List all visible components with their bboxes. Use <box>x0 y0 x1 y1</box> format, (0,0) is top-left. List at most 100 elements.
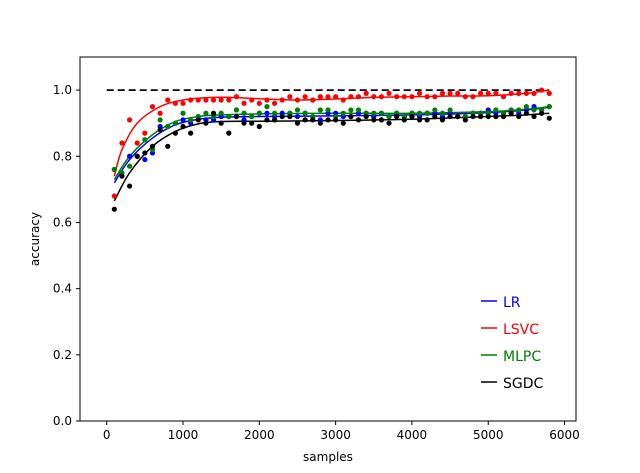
data-point-sgdc <box>210 110 217 116</box>
data-point-lsvc <box>310 97 316 103</box>
data-point-lsvc <box>333 94 339 100</box>
data-point-lsvc <box>523 90 530 96</box>
data-point-lr <box>180 117 186 123</box>
data-point-sgdc <box>134 153 140 159</box>
data-point-mlpc <box>172 120 178 126</box>
data-point-lsvc <box>340 97 346 103</box>
data-point-mlpc <box>523 104 530 110</box>
data-point-mlpc <box>142 137 148 143</box>
data-point-sgdc <box>294 120 301 126</box>
y-tick-label: 0.2 <box>53 348 72 362</box>
data-point-sgdc <box>333 117 339 123</box>
x-tick-label: 5000 <box>473 428 504 442</box>
data-point-lsvc <box>134 140 140 146</box>
data-point-lsvc <box>203 97 209 103</box>
data-point-sgdc <box>165 143 171 149</box>
data-point-sgdc <box>462 117 468 123</box>
data-point-mlpc <box>294 107 301 113</box>
data-point-sgdc <box>401 117 407 123</box>
data-point-sgdc <box>416 117 423 123</box>
data-point-sgdc <box>226 130 232 136</box>
data-point-lsvc <box>172 100 178 106</box>
data-point-lsvc <box>401 94 407 100</box>
y-axis-label: accuracy <box>28 212 42 266</box>
data-point-sgdc <box>378 117 385 123</box>
data-point-lsvc <box>188 97 194 103</box>
data-point-sgdc <box>363 113 369 120</box>
data-point-lsvc <box>149 104 156 110</box>
data-point-lsvc <box>546 90 552 96</box>
data-point-mlpc <box>531 107 537 113</box>
data-point-lsvc <box>416 90 423 96</box>
data-point-lsvc <box>157 110 163 116</box>
data-point-sgdc <box>264 117 270 123</box>
data-point-lsvc <box>249 97 255 103</box>
data-point-mlpc <box>127 163 133 169</box>
data-point-sgdc <box>470 113 476 120</box>
data-point-lsvc <box>226 97 232 103</box>
data-point-sgdc <box>180 123 186 130</box>
data-point-lsvc <box>386 90 392 96</box>
data-point-sgdc <box>424 117 430 123</box>
y-tick-label: 1.0 <box>53 83 72 97</box>
legend-label-lr: LR <box>503 295 521 311</box>
data-point-mlpc <box>378 110 385 116</box>
data-point-mlpc <box>546 104 552 110</box>
data-points <box>111 87 552 212</box>
data-point-sgdc <box>172 130 178 136</box>
data-point-lsvc <box>317 94 323 100</box>
data-point-mlpc <box>111 166 117 173</box>
data-point-lsvc <box>325 94 331 100</box>
data-point-mlpc <box>302 110 308 116</box>
data-point-lr <box>294 113 301 120</box>
data-point-lr <box>264 110 270 116</box>
data-point-lsvc <box>500 94 507 100</box>
data-point-lsvc <box>264 97 270 103</box>
data-point-mlpc <box>516 107 522 113</box>
data-point-lsvc <box>539 87 545 93</box>
data-point-lsvc <box>279 97 285 103</box>
data-point-mlpc <box>218 110 224 116</box>
legend: LR LSVC MLPC SGDC <box>481 295 544 392</box>
data-point-lsvc <box>485 90 491 96</box>
data-point-lsvc <box>447 90 453 96</box>
data-point-lsvc <box>516 90 522 96</box>
data-point-sgdc <box>188 130 194 136</box>
x-axis-label: samples <box>303 450 353 464</box>
fit-curve-lsvc <box>113 89 550 177</box>
data-point-lsvc <box>218 97 224 103</box>
data-point-sgdc <box>287 113 293 120</box>
data-point-lsvc <box>394 94 400 100</box>
data-point-mlpc <box>447 107 453 113</box>
data-point-lsvc <box>508 90 514 96</box>
data-point-sgdc <box>149 143 156 149</box>
y-tick-label: 0.4 <box>53 282 72 296</box>
data-point-mlpc <box>432 107 438 113</box>
data-point-sgdc <box>394 113 400 120</box>
data-point-sgdc <box>310 117 316 123</box>
data-point-mlpc <box>386 113 392 120</box>
data-point-sgdc <box>539 110 545 116</box>
y-tick-label: 0.8 <box>53 149 72 163</box>
data-point-sgdc <box>256 123 262 130</box>
data-point-sgdc <box>371 117 377 123</box>
data-point-mlpc <box>249 113 255 120</box>
data-point-lsvc <box>287 94 293 100</box>
data-point-lsvc <box>462 94 468 100</box>
data-point-mlpc <box>157 117 163 123</box>
data-point-lsvc <box>478 90 484 96</box>
data-point-mlpc <box>439 110 446 116</box>
data-point-sgdc <box>508 110 514 116</box>
x-axis: 0 1000 2000 3000 4000 5000 6000 <box>103 421 580 442</box>
data-point-lsvc <box>493 90 499 96</box>
legend-label-sgdc: SGDC <box>503 376 544 392</box>
data-point-mlpc <box>317 107 323 113</box>
data-point-lsvc <box>294 97 301 103</box>
data-point-lsvc <box>348 94 354 100</box>
data-point-lsvc <box>241 100 247 106</box>
data-point-lsvc <box>371 94 377 100</box>
data-point-lsvc <box>470 94 476 100</box>
data-point-lsvc <box>363 90 369 96</box>
data-point-sgdc <box>455 113 461 120</box>
